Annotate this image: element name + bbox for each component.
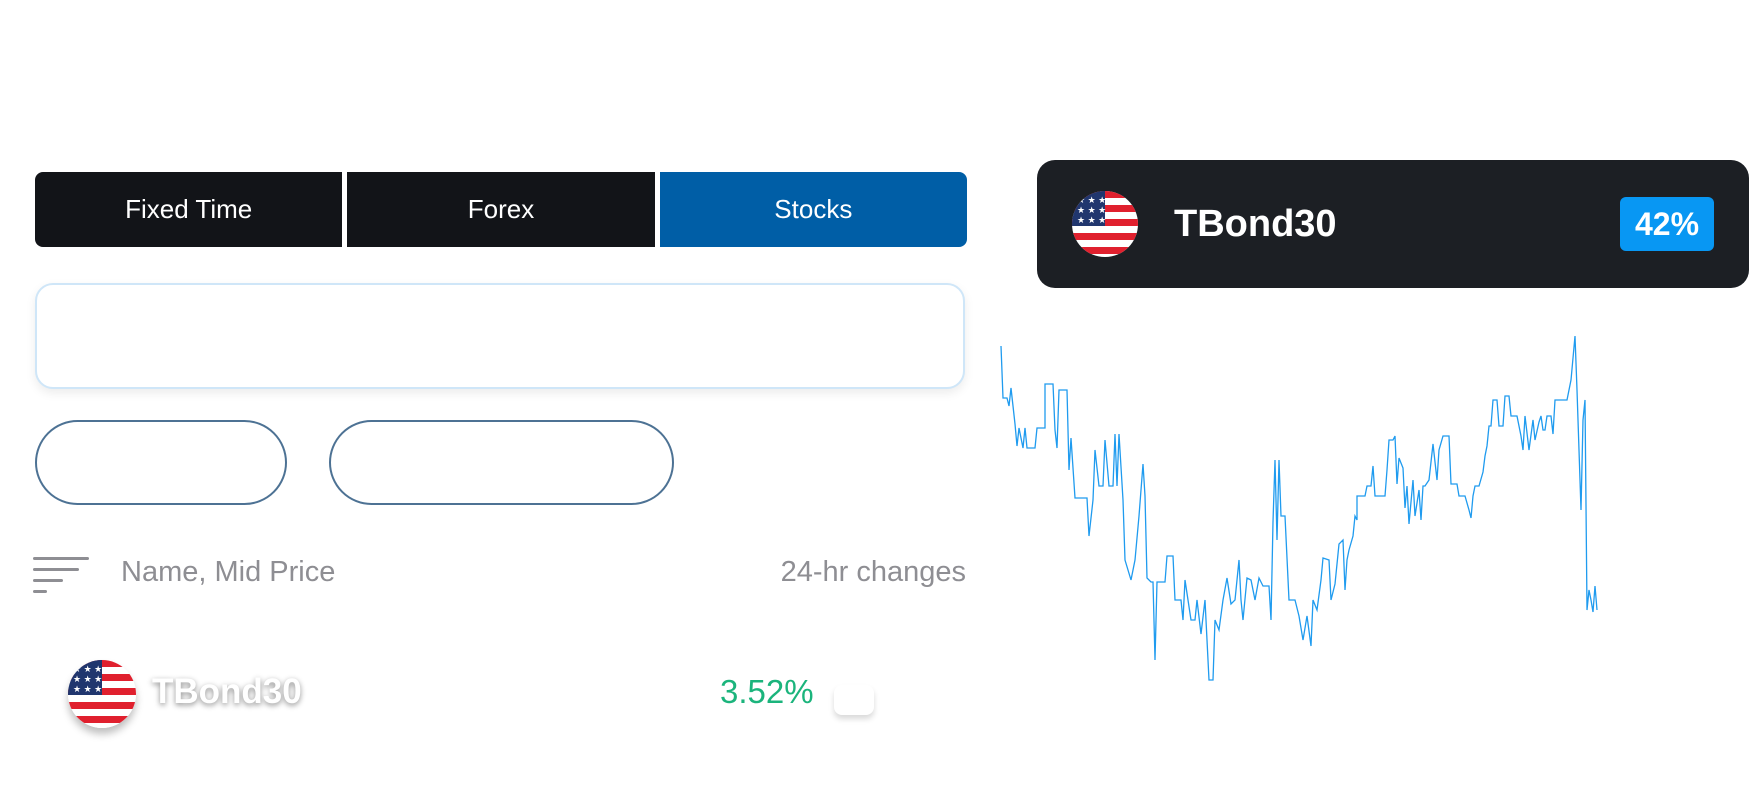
svg-text:★ ★ ★: ★ ★ ★ bbox=[73, 674, 102, 684]
column-name-header[interactable]: Name, Mid Price bbox=[121, 556, 336, 588]
search-input[interactable] bbox=[35, 283, 965, 389]
market-tabs: Fixed Time Forex Stocks bbox=[35, 172, 967, 247]
svg-text:★ ★ ★: ★ ★ ★ bbox=[73, 684, 102, 694]
svg-text:★ ★ ★: ★ ★ ★ bbox=[1077, 195, 1106, 205]
row-24h-change: 3.52% bbox=[720, 673, 814, 710]
percent-badge: 42% bbox=[1620, 197, 1714, 251]
svg-text:★ ★ ★: ★ ★ ★ bbox=[1077, 215, 1106, 225]
tab-fixed-time[interactable]: Fixed Time bbox=[35, 172, 343, 247]
instrument-title: TBond30 bbox=[1174, 203, 1337, 245]
column-change-header[interactable]: 24-hr changes bbox=[780, 556, 966, 588]
sparkline-path bbox=[1000, 335, 1598, 681]
instrument-card[interactable]: ★ ★ ★ ★ ★ ★ ★ ★ ★ TBond30 42% bbox=[1037, 160, 1749, 288]
row-instrument-name: TBond30 bbox=[152, 672, 302, 711]
sort-lines-icon[interactable] bbox=[33, 557, 93, 593]
svg-text:★ ★ ★: ★ ★ ★ bbox=[1077, 205, 1106, 215]
filter-button-2[interactable] bbox=[329, 420, 674, 505]
us-flag-icon: ★ ★ ★ ★ ★ ★ ★ ★ ★ bbox=[68, 660, 136, 728]
price-sparkline bbox=[995, 300, 1675, 710]
tab-stocks[interactable]: Stocks bbox=[659, 172, 967, 247]
us-flag-icon: ★ ★ ★ ★ ★ ★ ★ ★ ★ bbox=[1072, 191, 1138, 257]
filter-button-1[interactable] bbox=[35, 420, 287, 505]
row-favorite-toggle[interactable] bbox=[834, 685, 874, 715]
tab-forex[interactable]: Forex bbox=[347, 172, 655, 247]
svg-text:★ ★ ★: ★ ★ ★ bbox=[73, 664, 102, 674]
